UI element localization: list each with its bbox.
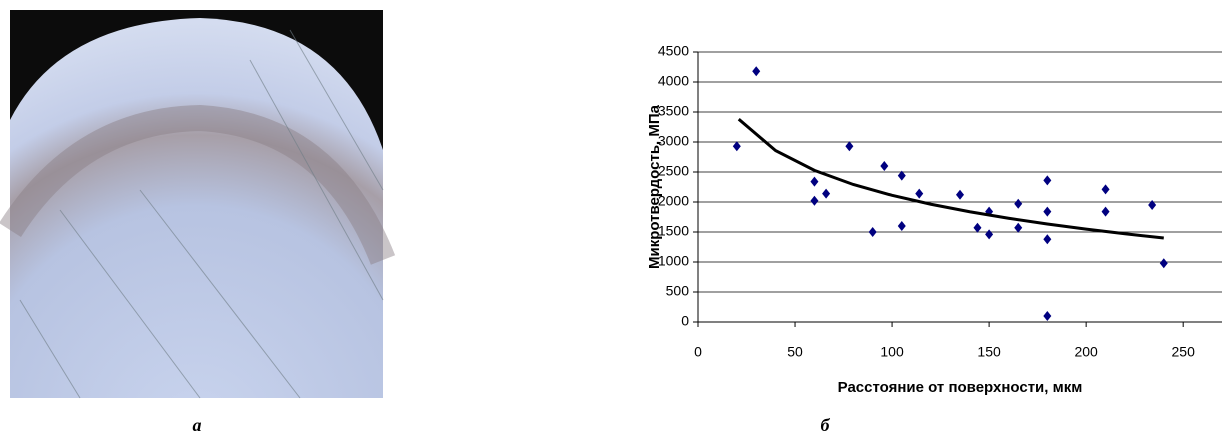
x-tick-label: 0 xyxy=(694,344,702,360)
point xyxy=(1014,198,1023,209)
y-tick-label: 2500 xyxy=(658,163,689,179)
point xyxy=(915,188,924,199)
y-tick-label: 1500 xyxy=(658,223,689,239)
point xyxy=(810,195,819,206)
y-tick-label: 1000 xyxy=(658,253,689,269)
point xyxy=(880,161,889,171)
point xyxy=(732,141,741,152)
point xyxy=(1043,234,1052,245)
point xyxy=(1043,175,1052,186)
y-tick-label: 4500 xyxy=(658,43,689,59)
trendline xyxy=(737,118,1164,240)
x-tick-label: 100 xyxy=(880,344,904,360)
hardened-layer xyxy=(0,104,396,265)
point xyxy=(1101,206,1110,217)
point xyxy=(897,170,906,181)
point xyxy=(1014,222,1023,233)
x-tick-label: 250 xyxy=(1172,344,1196,360)
point xyxy=(810,176,819,187)
point xyxy=(973,222,982,233)
y-tick-label: 3500 xyxy=(658,103,689,119)
y-tick-label: 3000 xyxy=(658,133,689,149)
y-axis-label: Микротвердость, МПа xyxy=(646,104,663,269)
point xyxy=(1043,311,1052,321)
point xyxy=(1043,206,1052,217)
x-tick-label: 200 xyxy=(1074,344,1098,360)
x-tick-label: 50 xyxy=(787,344,803,360)
point xyxy=(897,221,906,231)
specimen-section xyxy=(10,18,383,398)
y-tick-label: 4000 xyxy=(658,73,689,89)
micrograph xyxy=(0,10,396,399)
point xyxy=(1101,184,1110,195)
point xyxy=(1159,258,1168,269)
y-tick-label: 2000 xyxy=(658,193,689,209)
point xyxy=(985,229,994,240)
point xyxy=(868,227,877,237)
point xyxy=(822,188,831,199)
y-tick-label: 500 xyxy=(666,283,690,299)
scratches xyxy=(19,29,384,399)
point xyxy=(956,189,964,200)
point xyxy=(1148,200,1157,210)
x-axis-label: Расстояние от поверхности, мкм xyxy=(838,379,1083,396)
panel-label: б xyxy=(821,415,831,435)
x-tick-label: 150 xyxy=(977,344,1001,360)
point xyxy=(845,141,854,152)
point xyxy=(752,66,761,77)
panel-label: а xyxy=(193,415,202,435)
y-tick-label: 0 xyxy=(681,313,689,329)
